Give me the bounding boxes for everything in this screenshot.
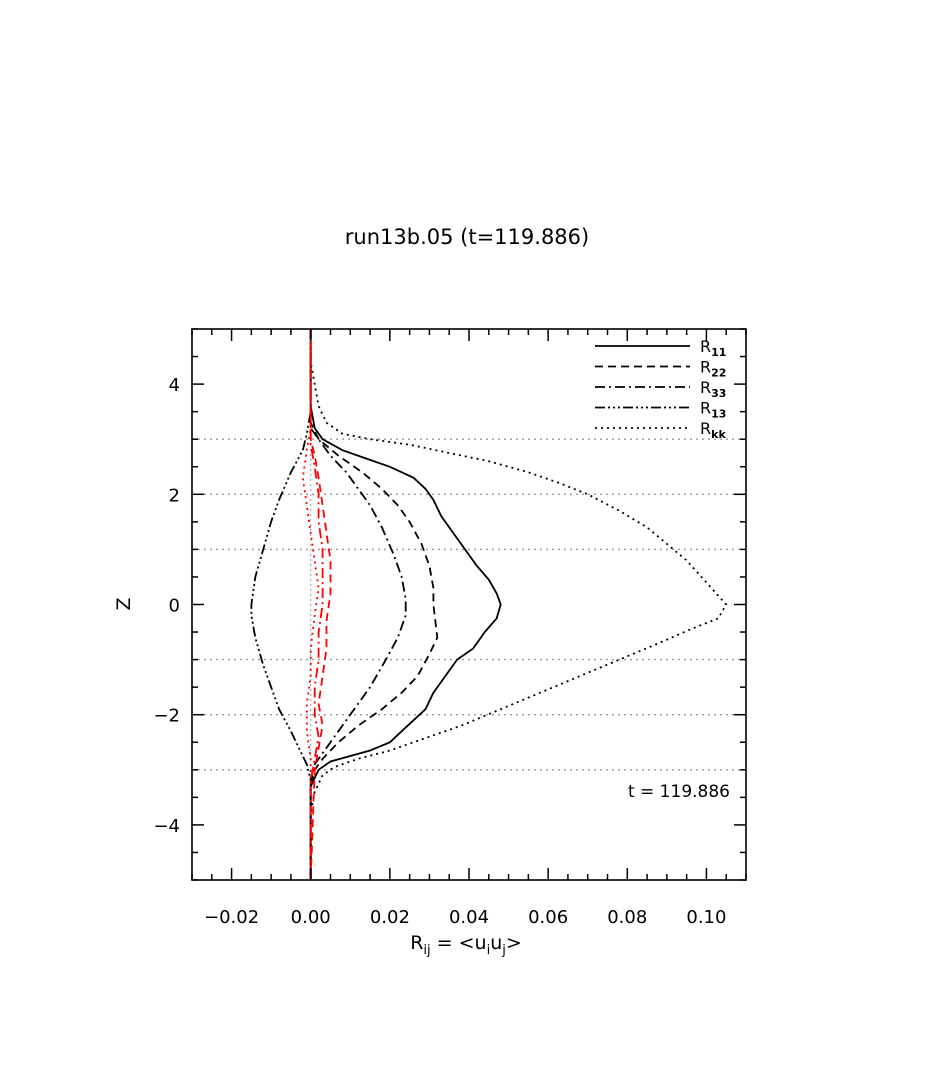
y-tick-label: 4 [169, 375, 180, 396]
x-tick-label: 0.10 [686, 907, 726, 928]
series-line-1 [309, 329, 439, 880]
y-tick-label: −4 [153, 816, 180, 837]
y-tick-labels: −4 −2 0 2 4 [153, 375, 180, 837]
y-tick-label: 2 [169, 485, 180, 506]
time-annotation: t = 119.886 [628, 782, 730, 802]
x-tick-label: 0.00 [291, 907, 331, 928]
legend-label-3: R13 [700, 399, 726, 421]
axis-ticks [191, 328, 747, 881]
series-line-0 [309, 329, 502, 880]
series-group [250, 329, 728, 881]
series-line-3 [250, 329, 312, 880]
x-tick-label: 0.04 [449, 907, 489, 928]
y-tick-label: −2 [153, 706, 180, 727]
x-tick-label: 0.02 [370, 907, 410, 928]
legend-label-1: R22 [700, 358, 726, 380]
legend-label-2: R33 [700, 378, 726, 400]
x-tick-label: 0.08 [607, 907, 647, 928]
legend-label-4: Rkk [700, 419, 726, 441]
y-tick-label: 0 [169, 596, 180, 617]
y-axis-label: Z [113, 597, 135, 610]
series-line-6 [309, 329, 332, 881]
x-tick-label: 0.06 [528, 907, 568, 928]
legend-label-0: R11 [700, 337, 726, 359]
x-axis-label: Rij = <uiuj> [410, 932, 522, 958]
x-tick-label: −0.02 [204, 907, 259, 928]
x-tick-labels: −0.02 0.00 0.02 0.04 0.06 0.08 0.10 [204, 907, 726, 928]
chart-title: run13b.05 (t=119.886) [345, 225, 589, 249]
series-line-2 [309, 329, 407, 880]
